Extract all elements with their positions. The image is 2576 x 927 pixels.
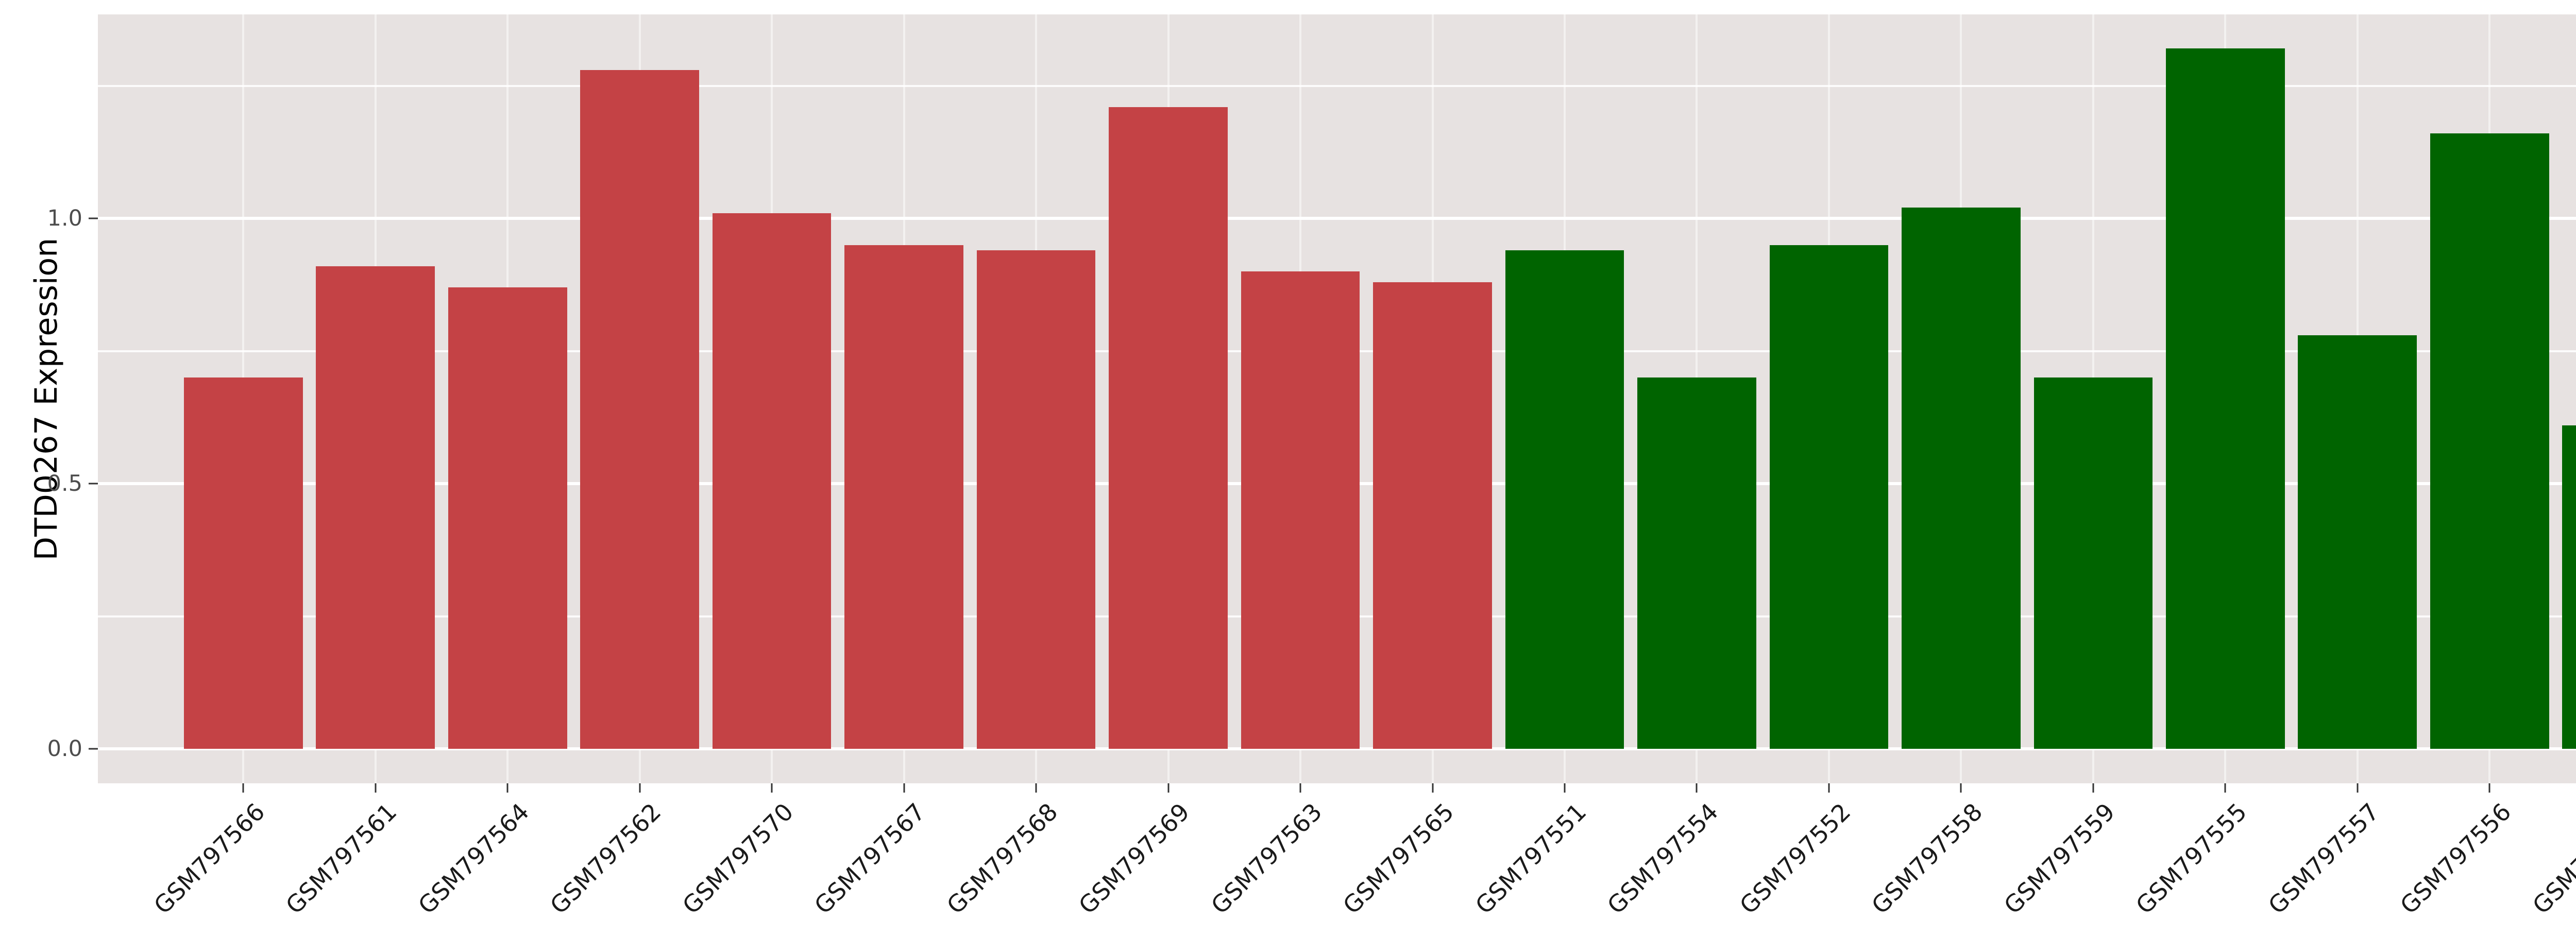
x-tick-mark <box>2488 783 2490 793</box>
plot-panel <box>98 14 2576 783</box>
x-tick-label: GSM797560 <box>2527 798 2576 920</box>
bar-GSM797557 <box>2298 335 2417 749</box>
x-tick-mark <box>1167 783 1170 793</box>
major-gridline <box>98 217 2576 220</box>
x-tick-label: GSM797568 <box>941 798 1063 920</box>
minor-gridline <box>98 84 2576 87</box>
bar-GSM797558 <box>1902 208 2021 749</box>
y-tick-label: 1.0 <box>47 205 82 231</box>
bar-GSM797559 <box>2033 377 2153 749</box>
bar-GSM797560 <box>2562 425 2576 749</box>
x-tick-mark <box>1299 783 1301 793</box>
y-tick-mark <box>89 483 98 485</box>
x-tick-mark <box>2224 783 2226 793</box>
x-tick-label: GSM797556 <box>2395 798 2517 920</box>
bar-GSM797569 <box>1109 107 1228 749</box>
x-tick-mark <box>242 783 244 793</box>
x-tick-mark <box>506 783 509 793</box>
bar-GSM797556 <box>2430 133 2549 749</box>
x-tick-label: GSM797563 <box>1205 798 1328 920</box>
bar-GSM797555 <box>2165 48 2285 749</box>
x-tick-label: GSM797561 <box>280 798 402 920</box>
x-tick-label: GSM797552 <box>1734 798 1856 920</box>
bar-GSM797566 <box>183 377 303 749</box>
x-tick-label: GSM797566 <box>148 798 270 920</box>
bar-GSM797561 <box>316 266 435 749</box>
x-tick-mark <box>1828 783 1830 793</box>
x-tick-label: GSM797558 <box>1866 798 1988 920</box>
x-tick-mark <box>639 783 641 793</box>
x-tick-label: GSM797564 <box>413 798 535 920</box>
x-tick-label: GSM797559 <box>1998 798 2121 920</box>
bar-GSM797565 <box>1373 282 1492 749</box>
x-tick-mark <box>1960 783 1962 793</box>
x-tick-mark <box>1432 783 1433 793</box>
bar-GSM797570 <box>712 213 832 749</box>
x-tick-label: GSM797567 <box>809 798 931 920</box>
bar-GSM797562 <box>580 70 699 749</box>
bar-GSM797551 <box>1505 250 1624 749</box>
x-tick-mark <box>1564 783 1566 793</box>
bar-GSM797567 <box>844 245 963 749</box>
x-tick-label: GSM797557 <box>2262 798 2385 920</box>
y-tick-mark <box>89 217 98 219</box>
x-tick-mark <box>771 783 773 793</box>
x-tick-label: GSM797555 <box>2130 798 2252 920</box>
x-tick-label: GSM797562 <box>545 798 667 920</box>
y-tick-label: 0.5 <box>47 471 82 496</box>
x-tick-mark <box>1035 783 1037 793</box>
bar-GSM797564 <box>448 287 567 749</box>
x-tick-mark <box>1696 783 1698 793</box>
x-tick-mark <box>2092 783 2094 793</box>
major-gridline <box>98 747 2576 750</box>
x-tick-mark <box>375 783 377 793</box>
bar-GSM797552 <box>1769 245 1889 749</box>
x-tick-label: GSM797554 <box>1602 798 1724 920</box>
y-tick-mark <box>89 748 98 750</box>
bar-GSM797568 <box>976 250 1096 749</box>
bar-GSM797563 <box>1241 271 1360 749</box>
x-tick-label: GSM797565 <box>1337 798 1460 920</box>
x-tick-label: GSM797569 <box>1073 798 1195 920</box>
y-axis-title: DTD0267 Expression <box>28 237 64 561</box>
x-tick-mark <box>903 783 905 793</box>
bar-GSM797554 <box>1637 377 1756 749</box>
x-tick-mark <box>2357 783 2359 793</box>
x-tick-label: GSM797551 <box>1469 798 1592 920</box>
x-tick-label: GSM797570 <box>676 798 799 920</box>
y-tick-label: 0.0 <box>47 736 82 762</box>
